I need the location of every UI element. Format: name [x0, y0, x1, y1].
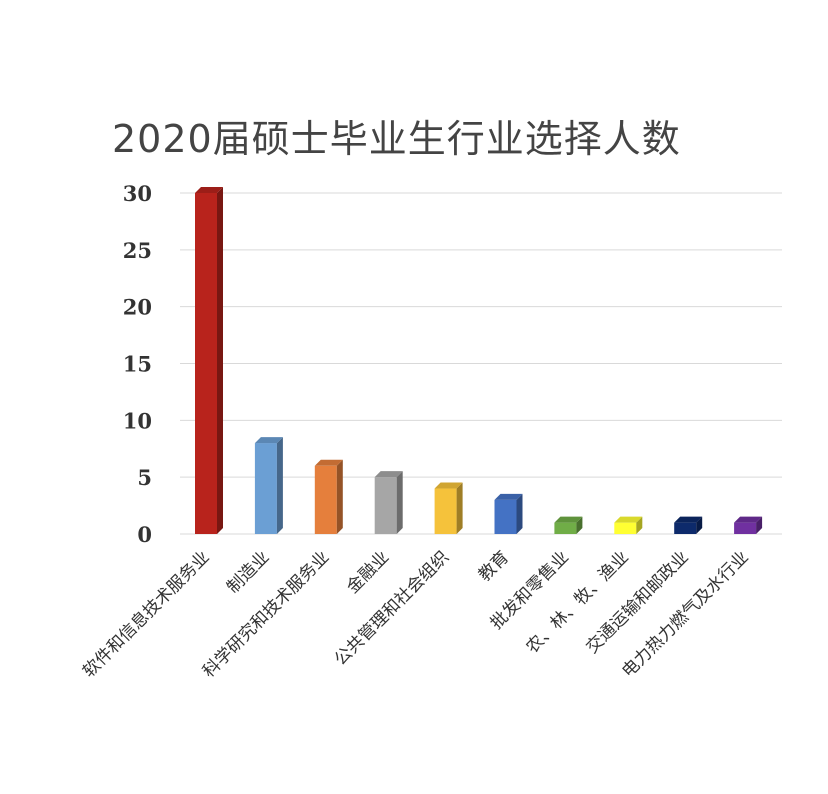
bar-top [734, 516, 763, 523]
chart-title: 2020届硕士毕业生行业选择人数 [112, 117, 681, 161]
bar [674, 516, 703, 534]
bar [554, 516, 583, 534]
bar-front [614, 522, 637, 534]
y-tick-label: 30 [123, 181, 152, 206]
bar-side [336, 459, 343, 534]
bar [494, 493, 523, 534]
bar-front [195, 193, 217, 534]
bar [374, 471, 403, 534]
bar-top [614, 516, 643, 523]
bar-top [195, 187, 223, 193]
bar-top [254, 437, 283, 444]
bar-side [217, 187, 223, 534]
bar-top [554, 516, 583, 523]
bar-side [456, 482, 463, 534]
bar-side [276, 437, 283, 534]
bar-side [636, 516, 643, 534]
y-tick-label: 15 [123, 352, 152, 377]
category-label: 交通运输和邮政业 [582, 547, 692, 657]
bar [195, 187, 223, 534]
bar-front [374, 477, 397, 534]
bar-side [516, 493, 523, 534]
bar-top [314, 459, 343, 466]
bar [254, 437, 283, 534]
y-tick-label: 10 [123, 408, 152, 433]
category-label: 教育 [475, 547, 513, 585]
bar-front [314, 465, 337, 534]
bar-top [434, 482, 463, 489]
bar [314, 459, 343, 534]
bar-top [494, 493, 523, 500]
bar-side [576, 516, 583, 534]
bar [614, 516, 643, 534]
bar-side [756, 516, 763, 534]
bar-front [254, 443, 277, 534]
y-tick-label: 5 [137, 465, 152, 490]
category-label: 金融业 [343, 547, 393, 597]
y-tick-label: 0 [137, 522, 152, 547]
y-tick-label: 25 [123, 238, 152, 263]
category-label: 公共管理和社会组织 [331, 547, 453, 669]
category-label: 制造业 [223, 547, 273, 597]
bar-side [396, 471, 403, 534]
category-label: 农、林、牧、渔业 [523, 547, 633, 657]
bar-front [674, 522, 697, 534]
bar-top [374, 471, 403, 478]
bar [434, 482, 463, 534]
bar-front [434, 488, 457, 534]
bar [734, 516, 763, 534]
bar-front [494, 499, 517, 534]
y-tick-label: 20 [123, 295, 152, 320]
bar-side [696, 516, 703, 534]
bar-front [554, 522, 577, 534]
bar-top [674, 516, 703, 523]
bar-front [734, 522, 757, 534]
category-label: 软件和信息技术服务业 [79, 547, 213, 681]
